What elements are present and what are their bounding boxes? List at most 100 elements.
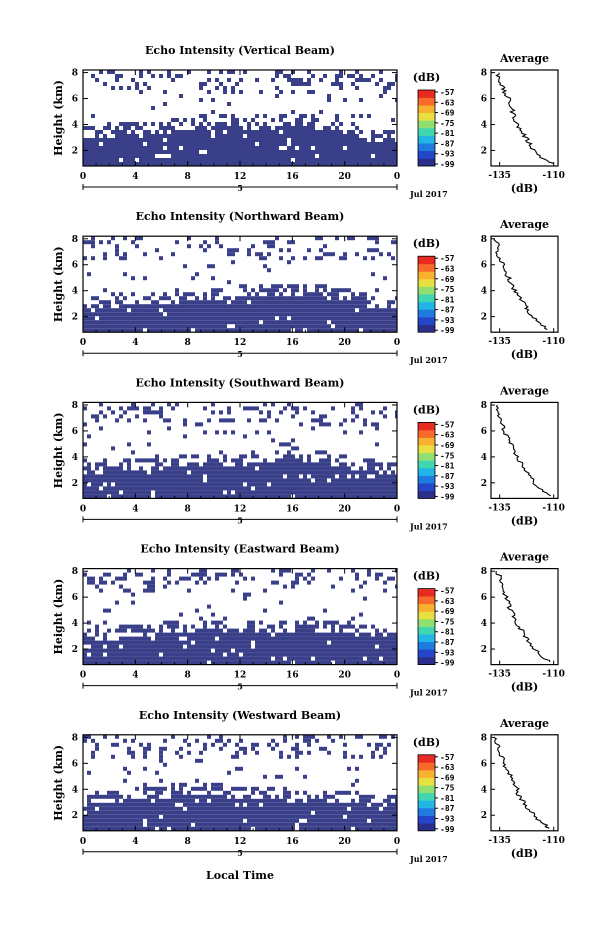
heatmap-cell — [235, 118, 239, 122]
heatmap-cell — [115, 138, 119, 142]
heatmap-cell — [251, 150, 255, 154]
heatmap-cell — [255, 644, 259, 649]
heatmap-cell — [167, 656, 171, 661]
heatmap-cell — [171, 162, 175, 166]
heatmap-cell — [131, 158, 135, 162]
heatmap-cell — [355, 146, 359, 150]
heatmap-cell — [239, 134, 243, 138]
heatmap-cell — [103, 640, 107, 645]
heatmap-cell — [187, 794, 191, 799]
heatmap-cell — [351, 324, 355, 329]
heatmap-cell — [283, 126, 287, 130]
heatmap-cell — [215, 240, 219, 245]
heatmap-cell — [383, 414, 387, 419]
heatmap-cell — [235, 146, 239, 150]
heatmap-cell — [303, 292, 307, 297]
heatmap-cell — [167, 320, 171, 325]
heatmap-cell — [187, 312, 191, 317]
heatmap-cell — [363, 474, 367, 479]
heatmap-cell — [227, 162, 231, 166]
heatmap-cell — [231, 486, 235, 491]
heatmap-cell — [267, 308, 271, 313]
colorbar-tick-label: -81 — [440, 295, 455, 304]
heatmap-cell — [123, 122, 127, 126]
heatmap-cell — [315, 640, 319, 645]
colorbar-tick-label: -57 — [440, 420, 455, 429]
heatmap-cell — [231, 640, 235, 645]
heatmap-cell — [195, 474, 199, 479]
heatmap-cell — [183, 814, 187, 819]
heatmap-cell — [87, 580, 91, 585]
heatmap-cell — [391, 82, 395, 86]
heatmap-cell — [263, 648, 267, 653]
heatmap-cell — [387, 632, 391, 637]
heatmap-cell — [207, 790, 211, 795]
heatmap-cell — [283, 644, 287, 649]
heatmap-cell — [319, 110, 323, 114]
heatmap-cell — [119, 300, 123, 305]
heatmap-cell — [259, 288, 263, 293]
heatmap-cell — [351, 648, 355, 653]
heatmap-cell — [143, 316, 147, 321]
heatmap-cell — [375, 320, 379, 325]
heatmap-cell — [83, 158, 87, 162]
heatmap-cell — [195, 486, 199, 491]
heatmap-cell — [331, 466, 335, 471]
heatmap-cell — [343, 158, 347, 162]
heatmap-cell — [371, 482, 375, 487]
heatmap-cell — [127, 474, 131, 479]
heatmap-cell — [375, 494, 379, 499]
heatmap-cell — [267, 660, 271, 665]
heatmap-cell — [199, 758, 203, 763]
heatmap-cell — [155, 130, 159, 134]
heatmap-cell — [155, 790, 159, 795]
heatmap-cell — [147, 442, 151, 447]
heatmap-cell — [263, 628, 267, 633]
heatmap-cell — [155, 806, 159, 811]
heatmap-cell — [379, 660, 383, 665]
heatmap-cell — [275, 656, 279, 661]
heatmap-cell — [255, 814, 259, 819]
heatmap-cell — [339, 324, 343, 329]
heatmap-cell — [255, 802, 259, 807]
heatmap-cell — [303, 648, 307, 653]
heatmap-cell — [359, 150, 363, 154]
heatmap-cell — [287, 402, 291, 407]
heatmap-cell — [339, 790, 343, 795]
heatmap-cell — [207, 462, 211, 467]
heatmap-cell — [95, 142, 99, 146]
heatmap-cell — [251, 118, 255, 122]
heatmap-cell — [315, 316, 319, 321]
heatmap-cell — [163, 738, 167, 743]
heatmap-cell — [103, 466, 107, 471]
heatmap-cell — [203, 632, 207, 637]
heatmap-cell — [107, 308, 111, 313]
heatmap-cell — [191, 158, 195, 162]
heatmap-cell — [103, 304, 107, 309]
heatmap-cell — [339, 802, 343, 807]
heatmap-cell — [119, 624, 123, 629]
heatmap-cell — [363, 822, 367, 827]
heatmap-cell — [195, 786, 199, 791]
heatmap-cell — [187, 138, 191, 142]
heatmap-cell — [223, 134, 227, 138]
heatmap-cell — [147, 130, 151, 134]
heatmap-cell — [363, 158, 367, 162]
heatmap-cell — [239, 312, 243, 317]
heatmap-cell — [375, 656, 379, 661]
heatmap-cell — [283, 822, 287, 827]
heatmap-cell — [311, 134, 315, 138]
heatmap-cell — [131, 150, 135, 154]
heatmap-cell — [179, 154, 183, 158]
heatmap-cell — [359, 470, 363, 475]
heatmap-cell — [207, 122, 211, 126]
average-title: Average — [499, 218, 549, 231]
heatmap-cell — [259, 474, 263, 479]
heatmap-cell — [203, 154, 207, 158]
heatmap-cell — [367, 648, 371, 653]
heatmap-cell — [235, 814, 239, 819]
heatmap-cell — [359, 652, 363, 657]
heatmap-cell — [271, 312, 275, 317]
heatmap-cell — [283, 794, 287, 799]
heatmap-cell — [239, 300, 243, 305]
